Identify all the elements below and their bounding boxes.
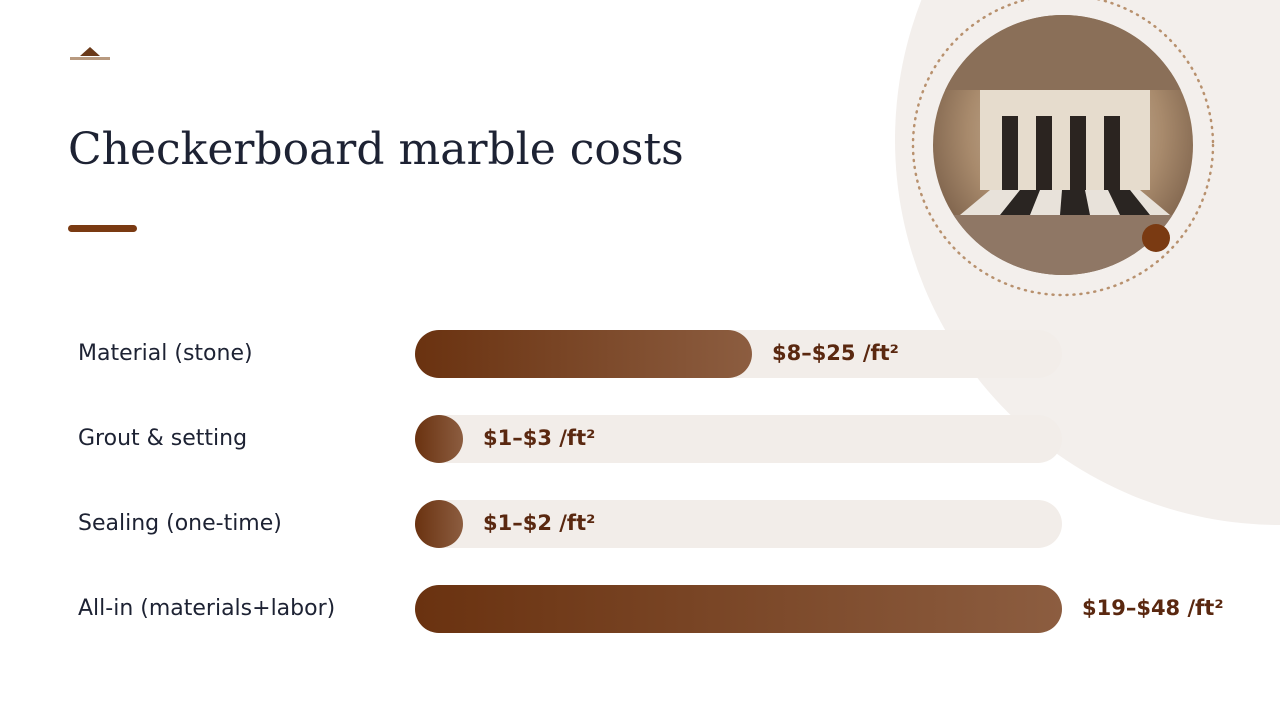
title-underline — [68, 225, 137, 232]
chart-title: Checkerboard marble costs — [68, 124, 684, 175]
value-label: $8–$25 /ft² — [772, 341, 899, 365]
category-label: Material (stone) — [78, 341, 253, 366]
bar — [415, 500, 463, 548]
bar-track — [415, 415, 1062, 463]
dotted-ring — [911, 0, 1215, 297]
value-label: $19–$48 /ft² — [1082, 596, 1224, 620]
bar — [415, 415, 463, 463]
logo — [70, 47, 110, 60]
value-label: $1–$3 /ft² — [483, 426, 595, 450]
bar-track — [415, 500, 1062, 548]
category-label: All-in (materials+labor) — [78, 596, 335, 621]
accent-dot — [1142, 224, 1170, 252]
category-label: Sealing (one-time) — [78, 511, 282, 536]
category-label: Grout & setting — [78, 426, 247, 451]
bar — [415, 585, 1062, 633]
bar — [415, 330, 752, 378]
value-label: $1–$2 /ft² — [483, 511, 595, 535]
